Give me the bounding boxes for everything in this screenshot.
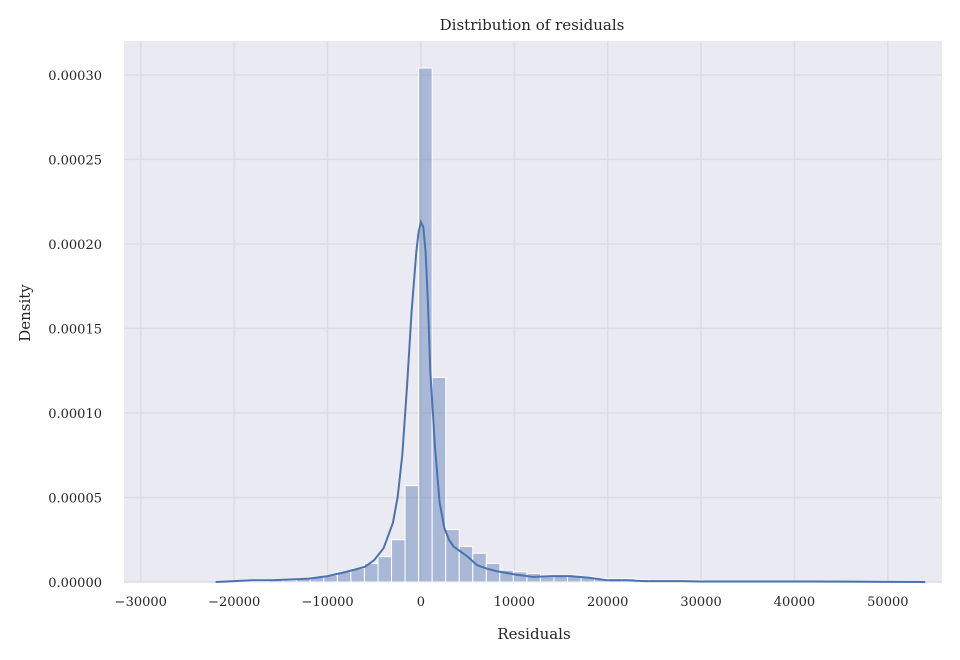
- kde-curve-layer: [215, 218, 926, 583]
- x-tick-label: 30000: [680, 595, 721, 610]
- x-axis-label: Residuals: [497, 625, 570, 643]
- histogram-bar: [485, 562, 501, 583]
- x-tick-label: 0: [417, 595, 425, 610]
- y-tick-label: 0.00015: [48, 322, 102, 337]
- chart-title: Distribution of residuals: [440, 16, 625, 34]
- y-tick-label: 0.00005: [48, 491, 102, 506]
- x-tick-label: 40000: [774, 595, 815, 610]
- y-tick-label: 0.00030: [48, 69, 102, 84]
- histogram-bar: [377, 556, 393, 583]
- x-tick-label: −30000: [115, 595, 167, 610]
- plot-background: [124, 41, 942, 582]
- y-tick-label: 0.00025: [48, 153, 102, 168]
- histogram-bar: [512, 571, 528, 583]
- kde-line: [215, 218, 926, 583]
- histogram-bar: [418, 67, 433, 583]
- x-tick-label: 20000: [587, 595, 628, 610]
- histogram-bar: [431, 376, 447, 583]
- y-axis-label: Density: [16, 284, 34, 342]
- histogram-bar: [404, 485, 420, 583]
- grid: [124, 41, 942, 583]
- x-axis-ticks: −30000 −20000 −10000 0 10000 20000 30000 40000 5…: [115, 595, 909, 610]
- x-tick-label: 50000: [867, 595, 908, 610]
- y-tick-label: 0.00000: [48, 576, 102, 591]
- y-tick-label: 0.00010: [48, 407, 102, 422]
- y-tick-label: 0.00020: [48, 238, 102, 253]
- x-tick-label: −10000: [301, 595, 353, 610]
- histogram-bar: [391, 539, 406, 583]
- y-axis-ticks: 0.00000 0.00005 0.00010 0.00015 0.00020 0.000…: [48, 69, 102, 591]
- histogram-bars: [215, 67, 894, 583]
- x-tick-label: 10000: [494, 595, 535, 610]
- x-tick-label: −20000: [208, 595, 260, 610]
